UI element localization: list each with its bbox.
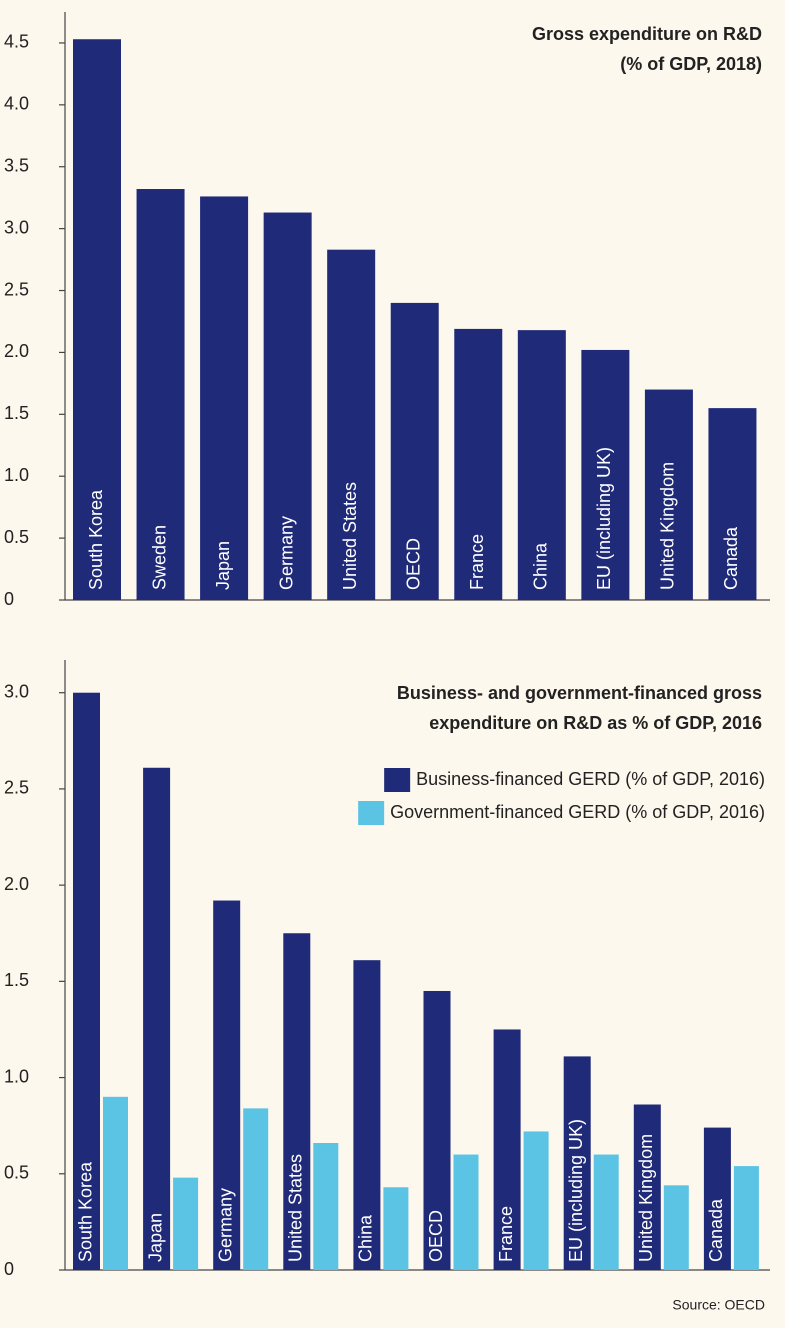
y-tick-label: 1.5	[4, 970, 29, 990]
bar	[73, 39, 121, 600]
category-label: Japan	[213, 541, 233, 590]
bar	[136, 189, 185, 600]
y-tick-label: 0.5	[4, 1163, 29, 1183]
category-label: France	[467, 534, 487, 590]
bar	[390, 302, 439, 600]
bar	[313, 1142, 339, 1270]
bar	[703, 1127, 731, 1270]
bar	[243, 1108, 269, 1270]
bar	[213, 900, 241, 1270]
y-tick-label: 0	[4, 1259, 14, 1279]
category-label: United Kingdom	[636, 1134, 656, 1262]
bar	[453, 1154, 479, 1270]
category-label: France	[496, 1206, 516, 1262]
bar	[383, 1187, 409, 1270]
y-tick-label: 1.5	[4, 403, 29, 423]
y-tick-label: 2.5	[4, 279, 29, 299]
bar	[73, 692, 100, 1270]
legend-label: Business-financed GERD (% of GDP, 2016)	[416, 769, 765, 789]
category-label: United States	[340, 482, 360, 590]
category-label: OECD	[403, 538, 423, 590]
bar	[423, 990, 451, 1270]
category-label: Canada	[706, 1198, 726, 1262]
y-tick-label: 2.0	[4, 341, 29, 361]
category-label: EU (including UK)	[566, 1119, 586, 1262]
y-tick-label: 2.5	[4, 778, 29, 798]
bar	[593, 1154, 619, 1270]
chart-title: Business- and government-financed gross	[397, 683, 762, 703]
legend-swatch	[384, 768, 411, 792]
category-label: United Kingdom	[658, 462, 678, 590]
y-tick-label: 0.5	[4, 527, 29, 547]
bar	[454, 328, 503, 600]
bar	[517, 330, 566, 600]
category-label: Germany	[276, 516, 296, 590]
bar	[103, 1096, 128, 1270]
bar	[733, 1166, 759, 1270]
y-tick-label: 4.5	[4, 32, 29, 52]
chart-title: expenditure on R&D as % of GDP, 2016	[429, 713, 762, 733]
y-tick-label: 4.0	[4, 94, 29, 114]
category-label: South Korea	[86, 489, 106, 590]
y-tick-label: 3.0	[4, 681, 29, 701]
bar	[633, 1104, 661, 1270]
category-label: Sweden	[149, 525, 169, 590]
y-tick-label: 2.0	[4, 874, 29, 894]
bar	[523, 1131, 549, 1270]
y-tick-label: 3.5	[4, 155, 29, 175]
category-label: Canada	[721, 526, 741, 590]
category-label: United States	[286, 1154, 306, 1262]
bar	[644, 389, 693, 600]
category-label: China	[531, 542, 551, 590]
category-label: OECD	[426, 1210, 446, 1262]
y-tick-label: 0	[4, 589, 14, 609]
legend-swatch	[358, 801, 385, 825]
bar	[263, 212, 312, 600]
category-label: EU (including UK)	[594, 447, 614, 590]
bar	[200, 196, 249, 600]
bar	[143, 767, 171, 1270]
bar	[283, 933, 311, 1270]
category-label: South Korea	[75, 1161, 95, 1262]
category-label: Japan	[145, 1213, 165, 1262]
bar	[581, 349, 630, 600]
bar	[708, 408, 757, 600]
source: Source: OECD	[672, 1297, 765, 1313]
chart-title: Gross expenditure on R&D	[532, 24, 762, 44]
bar	[493, 1029, 521, 1270]
y-tick-label: 1.0	[4, 465, 29, 485]
chart-title: (% of GDP, 2018)	[620, 54, 762, 74]
bar	[353, 960, 381, 1270]
category-label: Germany	[215, 1188, 235, 1262]
legend-label: Government-financed GERD (% of GDP, 2016…	[390, 802, 765, 822]
bar	[563, 1056, 591, 1270]
category-label: China	[356, 1214, 376, 1262]
bar	[327, 249, 376, 601]
y-tick-label: 3.0	[4, 217, 29, 237]
bar	[663, 1185, 689, 1270]
y-tick-label: 1.0	[4, 1066, 29, 1086]
bar	[173, 1177, 199, 1270]
